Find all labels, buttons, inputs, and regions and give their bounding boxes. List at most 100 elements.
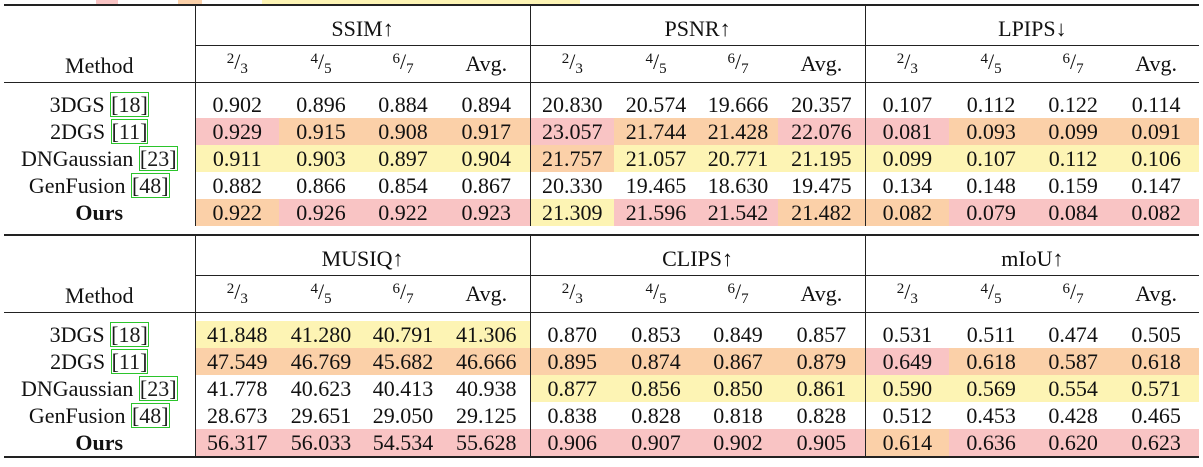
value-cell: 21.309 <box>529 199 615 226</box>
value-cell: 0.867 <box>698 348 779 375</box>
citation-number: 23 <box>147 375 170 401</box>
citation-number: 23 <box>147 145 170 171</box>
spacer-cell <box>443 313 530 322</box>
value-cell: 0.091 <box>1113 118 1200 145</box>
spacer-cell <box>194 82 279 91</box>
value-cell: 0.922 <box>363 199 443 226</box>
fraction-denominator: 5 <box>659 61 667 77</box>
value-cell: 0.082 <box>1113 199 1200 226</box>
value-cell: 0.896 <box>296 91 346 117</box>
fraction-numerator: 4 <box>310 281 318 297</box>
table-row: GenFusion [48] 28.673 29.651 29.050 29.125 0.… <box>4 402 1199 429</box>
spacer-cell <box>4 226 195 235</box>
method-name-cell: Ours <box>4 429 195 458</box>
spacer-cell <box>1033 83 1113 92</box>
spacer-cell <box>1033 313 1113 322</box>
spacer-cell <box>1033 226 1113 235</box>
value-cell: 19.465 <box>625 172 687 198</box>
subcolumn-fraction-header: 2/3 <box>864 275 950 313</box>
avg-header: Avg. <box>443 275 531 313</box>
subcolumn-fraction-header: 2/3 <box>529 275 615 313</box>
value-cell: 0.614 <box>864 429 950 458</box>
subcolumn-fraction-header: 4/5 <box>614 45 699 83</box>
subcolumn-fraction-header: 4/5 <box>949 275 1034 313</box>
value-cell: 21.757 <box>529 145 615 172</box>
fraction-numerator: 2 <box>561 281 570 297</box>
value-cell: 0.084 <box>1033 199 1114 226</box>
value-cell: 0.861 <box>778 375 866 402</box>
value-cell: 0.857 <box>796 321 847 347</box>
value-cell: 0.465 <box>1131 402 1181 428</box>
spacer-cell <box>1113 226 1199 235</box>
spacer-cell <box>363 313 443 322</box>
table-row: 2DGS [11] 47.549 46.769 45.682 46.666 0.895 0.… <box>4 348 1200 375</box>
top-color-strip <box>0 0 1203 4</box>
fraction-denominator: 7 <box>741 61 749 77</box>
strip-swatch-second <box>178 0 202 4</box>
value-cell: 20.574 <box>625 91 687 117</box>
method-header: Method <box>4 234 195 313</box>
citation-link: [11] <box>110 348 149 374</box>
fraction-denominator: 3 <box>240 61 248 77</box>
value-cell: 45.682 <box>363 348 443 375</box>
citation-number: 18 <box>118 321 141 347</box>
citation-link: [18] <box>110 321 149 347</box>
metric-group-header: SSIM↑ <box>194 4 531 46</box>
header-row-subcolumns: 2/3 4/5 6/7 Avg. 2/3 4/5 6/7 Avg. 2/3 4/5 6/7 Avg. <box>4 275 1200 313</box>
metric-group-header: CLIPS↑ <box>529 234 866 276</box>
block-spacer <box>4 226 1199 235</box>
method-name: 3DGS <box>49 321 105 347</box>
method-name: Ours <box>75 199 124 225</box>
spacer-cell <box>530 226 614 235</box>
method-name: GenFusion <box>28 402 126 428</box>
value-cell: 0.856 <box>614 375 699 402</box>
value-cell: 0.907 <box>614 429 699 458</box>
value-cell: 0.894 <box>461 91 512 117</box>
value-cell: 0.867 <box>461 172 512 198</box>
fraction-numerator: 4 <box>980 51 989 67</box>
value-cell: 0.828 <box>796 402 847 428</box>
value-cell: 0.428 <box>1048 402 1098 428</box>
citation-link: [23] <box>138 145 178 171</box>
avg-header: Avg. <box>443 45 531 83</box>
fraction-slash: / <box>399 279 407 304</box>
spacer-cell <box>778 313 865 322</box>
value-cell: 0.618 <box>1113 348 1200 375</box>
subcolumn-fraction-header: 4/5 <box>279 45 363 83</box>
fraction-numerator: 6 <box>1062 51 1071 67</box>
spacer-cell <box>529 312 615 321</box>
value-cell: 56.317 <box>194 429 279 458</box>
value-cell: 0.453 <box>966 402 1016 428</box>
fraction-slash: / <box>1070 279 1077 304</box>
method-name-cell: GenFusion [48] <box>4 402 195 429</box>
fraction-numerator: 4 <box>310 51 318 67</box>
fraction-slash: / <box>652 49 660 74</box>
table-row: DNGaussian [23] 0.911 0.903 0.897 0.904 21.75… <box>4 145 1200 172</box>
subcolumn-fraction-header: 2/3 <box>194 275 279 313</box>
value-cell: 29.050 <box>372 402 434 428</box>
table-row: 3DGS [18] 41.848 41.280 40.791 41.306 0.870 0.… <box>4 321 1199 348</box>
value-cell: 41.848 <box>194 321 279 348</box>
header-row-metrics: Method SSIM↑ PSNR↑ LPIPS↓ <box>4 4 1200 83</box>
subcolumn-fraction-header: 2/3 <box>194 45 279 83</box>
spacer-cell <box>949 226 1033 235</box>
value-cell: 0.884 <box>378 91 428 117</box>
fraction-numerator: 2 <box>896 281 905 297</box>
citation-number: 18 <box>118 91 141 117</box>
value-cell: 0.099 <box>864 145 950 172</box>
value-cell: 21.482 <box>778 199 866 226</box>
value-cell: 0.882 <box>194 172 279 199</box>
method-name-cell: 3DGS [18] <box>4 91 195 118</box>
citation-number: 48 <box>139 172 162 198</box>
strip-swatch-first <box>96 0 118 4</box>
value-cell: 0.870 <box>529 321 615 348</box>
value-cell: 46.666 <box>443 348 531 375</box>
value-cell: 20.357 <box>791 91 852 117</box>
header-row-subcolumns: 2/3 4/5 6/7 Avg. 2/3 4/5 6/7 Avg. 2/3 4/5 6/7 Avg. <box>4 45 1200 83</box>
value-cell: 0.082 <box>864 199 950 226</box>
value-cell: 28.673 <box>194 402 279 429</box>
spacer-cell <box>864 82 950 91</box>
value-cell: 21.596 <box>614 199 699 226</box>
citation-link: [18] <box>110 91 149 117</box>
fraction-slash: / <box>399 49 407 74</box>
